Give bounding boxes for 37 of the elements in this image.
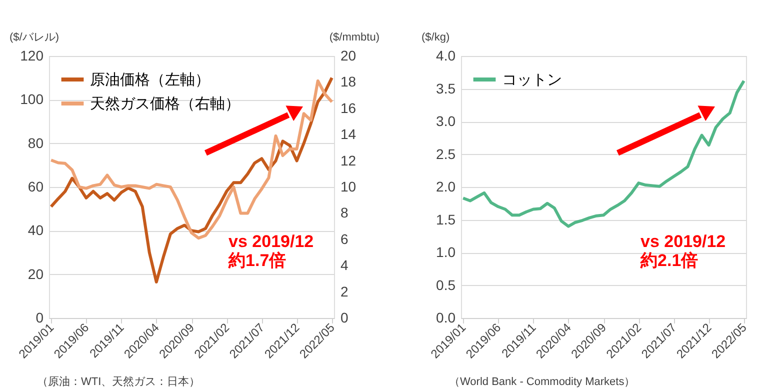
y2-tick-label: 0 [340,310,348,326]
legend-label: コットン [502,72,562,88]
y-tick-label: 3.0 [436,113,456,129]
y-tick-label: 1.5 [436,211,456,228]
y-tick-label: 60 [28,178,44,194]
y-tick-label: 3.5 [436,80,456,96]
y-tick-label: 2.5 [436,146,456,162]
y-axis-title: ($/バレル) [10,32,59,44]
y-tick-label: 2.0 [436,178,456,194]
y2-tick-label: 12 [340,152,356,168]
y2-tick-label: 18 [340,74,356,90]
y2-tick-label: 8 [340,204,348,221]
y-tick-label: 120 [20,48,44,64]
legend-label: 天然ガス価格（右軸） [90,96,240,112]
y2-tick-label: 2 [340,283,348,300]
y2-tick-label: 6 [340,230,348,247]
y-tick-label: 0.0 [436,310,456,326]
y-tick-label: 0.5 [436,276,456,293]
y-tick-label: 40 [28,222,44,238]
legend-label: 原油価格（左軸） [90,72,210,88]
y-tick-label: 4.0 [436,48,456,64]
y2-tick-label: 16 [340,100,356,116]
y-tick-label: 80 [28,134,44,151]
y-tick-label: 0 [36,310,44,326]
y2-tick-label: 20 [340,48,356,64]
y-tick-label: 20 [28,266,44,282]
text: （World Bank - Commodity Markets） [449,376,636,388]
annotation: vs 2019/12 約2.1倍 [640,232,726,270]
y2-tick-label: 14 [340,126,356,142]
annotation: vs 2019/12 約1.7倍 [228,232,314,270]
y-tick-label: 1.0 [436,244,456,260]
y2-tick-label: 4 [340,257,348,274]
y2-axis-title: ($/mmbtu) [329,32,380,44]
y-axis-title: ($/kg) [422,32,450,44]
y-tick-label: 100 [20,91,44,108]
y2-tick-label: 10 [340,178,356,194]
text: （原油：WTI、天然ガス：日本） [37,375,200,388]
